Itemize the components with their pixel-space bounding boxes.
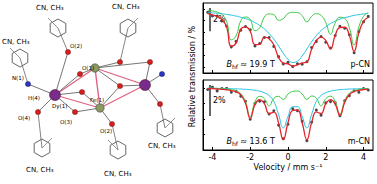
svg-text:H(4): H(4)	[28, 95, 40, 101]
svg-text:Relative transmission / %: Relative transmission / %	[188, 25, 197, 127]
html-text:Bhf: Bhf	[226, 59, 238, 70]
svg-text:0: 0	[285, 153, 290, 162]
svg-text:-4: -4	[208, 153, 216, 162]
svg-text:N(1): N(1)	[12, 75, 24, 81]
svg-text:CN, CH₃: CN, CH₃	[148, 142, 176, 150]
svg-text:O(4): O(4)	[18, 115, 30, 121]
svg-text:CN, CH₃: CN, CH₃	[2, 38, 30, 46]
svg-text:Dy(1): Dy(1)	[52, 103, 67, 110]
svg-text:O(1): O(1)	[82, 65, 94, 71]
svg-text:2%: 2%	[213, 96, 226, 105]
svg-text:4: 4	[361, 153, 366, 162]
svg-text:-2: -2	[246, 153, 254, 162]
svg-text:2%: 2%	[213, 15, 226, 25]
svg-text:O(3): O(3)	[60, 119, 72, 125]
svg-text:CN, CH₃: CN, CH₃	[36, 4, 64, 12]
svg-text:Fe(1): Fe(1)	[90, 97, 104, 103]
svg-text:O(2): O(2)	[100, 128, 112, 134]
svg-text:CN, CH₃: CN, CH₃	[104, 170, 132, 178]
svg-text:m-CN: m-CN	[348, 137, 370, 146]
svg-text:Velocity / mm s⁻¹: Velocity / mm s⁻¹	[254, 163, 323, 172]
html-text:Bhf: Bhf	[226, 136, 238, 147]
svg-text:CN, CH₃: CN, CH₃	[26, 166, 54, 174]
svg-text:CN, CH₃: CN, CH₃	[112, 3, 140, 11]
svg-text:p-CN: p-CN	[350, 60, 370, 69]
svg-text:≈ 19.9 T: ≈ 19.9 T	[238, 60, 275, 69]
svg-text:O(2): O(2)	[70, 43, 82, 49]
svg-text:≈ 13.6 T: ≈ 13.6 T	[238, 137, 275, 146]
svg-text:2: 2	[323, 153, 328, 162]
